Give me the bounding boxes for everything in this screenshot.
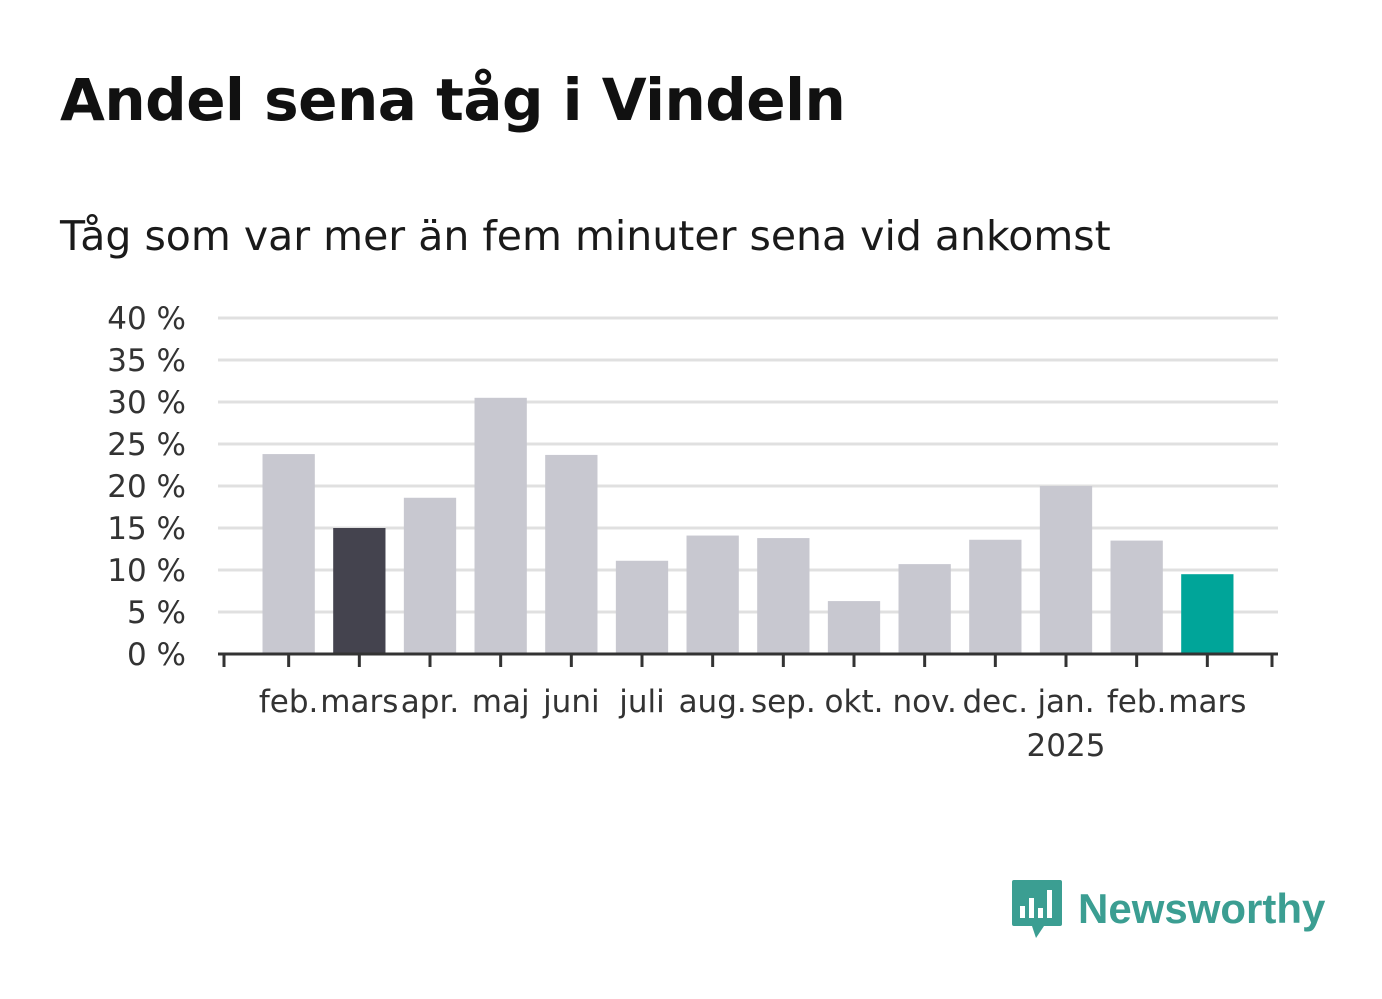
bar [757, 538, 810, 654]
x-tick-label: apr. [401, 684, 459, 720]
x-tick-label: okt. [825, 684, 884, 720]
bar [969, 539, 1022, 654]
bar [898, 564, 951, 654]
x-tick-label: mars [1168, 684, 1246, 720]
bar [1039, 486, 1093, 654]
bar-chart: 0 %5 %10 %15 %20 %25 %30 %35 %40 % feb. m… [107, 301, 1278, 764]
x-tick-label: mars [320, 684, 398, 720]
x-axis [218, 652, 1278, 667]
y-tick-label: 20 % [107, 469, 186, 505]
x-year-label: 2025 [1027, 728, 1106, 764]
bar [1110, 540, 1163, 654]
y-tick-label: 35 % [107, 343, 186, 379]
newsworthy-logo: Newsworthy [1010, 878, 1325, 940]
bar [403, 497, 457, 654]
chart-title: Andel sena tåg i Vindeln [60, 66, 846, 134]
chart-subtitle: Tåg som var mer än fem minuter sena vid … [60, 212, 1111, 260]
y-axis-ticks: 0 % 5 % 10 % 15 % 20 % 25 % 30 % 35 % 40 % [107, 301, 186, 673]
y-tick-label: 5 % [127, 595, 186, 631]
x-tick-label: feb. [259, 684, 319, 720]
bar [474, 397, 527, 654]
x-tick-label: aug. [679, 684, 747, 720]
bar [1181, 574, 1234, 654]
y-tick-label: 30 % [107, 385, 186, 421]
bar [615, 560, 669, 654]
y-tick-label: 0 % [127, 637, 186, 673]
x-tick-label: jan. [1036, 684, 1094, 720]
bar [686, 535, 739, 654]
bar [545, 454, 598, 654]
y-tick-label: 10 % [107, 553, 186, 589]
x-tick-label: maj [472, 684, 530, 720]
x-tick-label: juli [618, 684, 665, 720]
x-tick-label: sep. [751, 684, 816, 720]
x-axis-ticks: feb. mars apr. maj juni juli aug. sep. okt. nov. d… [259, 684, 1246, 764]
x-tick-label: juni [542, 684, 600, 720]
bar [827, 601, 881, 654]
gridlines [218, 316, 1278, 614]
bar [262, 454, 315, 654]
x-tick-label: dec. [963, 684, 1029, 720]
bar [333, 528, 386, 654]
x-tick-label: feb. [1107, 684, 1167, 720]
brand-name: Newsworthy [1078, 885, 1326, 932]
x-tick-label: nov. [892, 684, 956, 720]
bar-chart-speech-bubble-icon [1012, 880, 1062, 938]
bars [262, 397, 1234, 654]
y-tick-label: 40 % [107, 301, 186, 337]
y-tick-label: 15 % [107, 511, 186, 547]
y-tick-label: 25 % [107, 427, 186, 463]
